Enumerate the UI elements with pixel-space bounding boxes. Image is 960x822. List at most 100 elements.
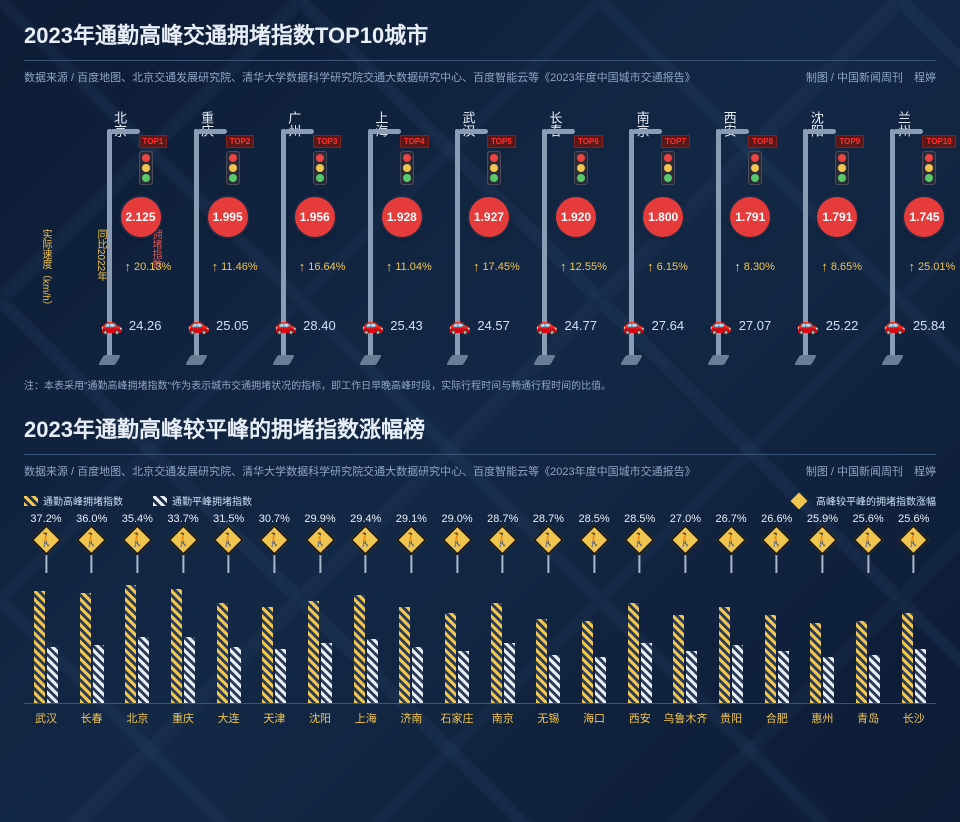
bar-peak	[856, 621, 867, 703]
bar-column: 25.9% 🚶	[800, 573, 844, 703]
bar-city-label: 合肥	[755, 710, 799, 726]
bar-peak	[262, 607, 273, 703]
bar-peak	[765, 615, 776, 703]
credit-text-2: 制图 / 中国新闻周刊 程婷	[806, 463, 936, 479]
sign-pole	[913, 555, 915, 573]
car-icon: 🚗	[536, 315, 558, 336]
bar-city-label: 无锡	[526, 710, 570, 726]
bar-city-label: 大连	[207, 710, 251, 726]
traffic-lights-icon	[313, 151, 327, 185]
pct-value: 28.7%	[487, 513, 518, 525]
up-arrow-icon: ↑	[560, 259, 567, 274]
bar-column: 29.1% 🚶	[389, 573, 433, 703]
car-icon: 🚗	[362, 315, 384, 336]
up-arrow-icon: ↑	[821, 259, 828, 274]
traffic-light-pole: TOP6 1.920 ↑12.55% 🚗 24.77	[542, 129, 547, 359]
bar-column: 37.2% 🚶	[24, 573, 68, 703]
bar-peak	[536, 619, 547, 703]
bar-offpeak	[230, 647, 241, 703]
rank-badge: TOP10	[922, 135, 955, 148]
car-icon: 🚗	[449, 315, 471, 336]
bar-offpeak	[275, 649, 286, 703]
sign-pole	[410, 555, 412, 573]
city-column: 沈阳 TOP9 1.791 ↑8.65% 🚗 25.22	[763, 129, 849, 359]
sign-pole	[136, 555, 138, 573]
city-column: 武汉 TOP5 1.927 ↑17.45% 🚗 24.57	[414, 129, 500, 359]
city-column: 西安 TOP8 1.791 ↑8.30% 🚗 27.07	[676, 129, 762, 359]
car-icon: 🚗	[188, 315, 210, 336]
up-arrow-icon: ↑	[734, 259, 741, 274]
pedestrian-sign-icon: 🚶	[578, 524, 609, 555]
pedestrian-sign-icon: 🚶	[76, 524, 107, 555]
car-icon: 🚗	[623, 315, 645, 336]
bar-column: 29.4% 🚶	[344, 573, 388, 703]
bar-city-label: 武汉	[24, 710, 68, 726]
pedestrian-sign-icon: 🚶	[807, 524, 838, 555]
pedestrian-sign-icon: 🚶	[533, 524, 564, 555]
section1-source: 数据来源 / 百度地图、北京交通发展研究院、清华大学数据科学研究院交通大数据研究…	[24, 69, 936, 85]
sign-pole	[228, 555, 230, 573]
legend-label-pct: 高峰较平峰的拥堵指数涨幅	[816, 493, 936, 508]
bar-peak	[673, 615, 684, 703]
pedestrian-sign-icon: 🚶	[122, 524, 153, 555]
city-column: 兰州 TOP10 1.745 ↑25.01% 🚗 25.84	[850, 129, 936, 359]
barchart: 37.2% 🚶 36.0% 🚶 35.4% 🚶	[24, 514, 936, 704]
bar-offpeak	[458, 651, 469, 703]
pole-base	[707, 355, 730, 365]
up-arrow-icon: ↑	[125, 259, 132, 274]
bar-city-label: 石家庄	[435, 710, 479, 726]
bar-peak	[445, 613, 456, 703]
pct-value: 28.7%	[533, 513, 564, 525]
bar-column: 29.0% 🚶	[435, 573, 479, 703]
bar-city-label: 济南	[389, 710, 433, 726]
bar-peak	[719, 607, 730, 703]
pole-base	[98, 355, 121, 365]
sign-pole	[776, 555, 778, 573]
pedestrian-sign-icon: 🚶	[761, 524, 792, 555]
up-arrow-icon: ↑	[386, 259, 393, 274]
bar-column: 26.6% 🚶	[755, 573, 799, 703]
bar-city-label: 天津	[252, 710, 296, 726]
pct-value: 29.4%	[350, 513, 381, 525]
bar-city-label: 北京	[115, 710, 159, 726]
bar-peak	[34, 591, 45, 703]
sign-pole	[273, 555, 275, 573]
bar-column: 28.7% 🚶	[526, 573, 570, 703]
pct-value: 35.4%	[122, 513, 153, 525]
bar-column: 28.5% 🚶	[618, 573, 662, 703]
pedestrian-sign-icon: 🚶	[670, 524, 701, 555]
traffic-light-pole: TOP9 1.791 ↑8.65% 🚗 25.22	[803, 129, 808, 359]
yoy-change: ↑25.01%	[908, 259, 955, 274]
bar-column: 25.6% 🚶	[846, 573, 890, 703]
bar-column: 31.5% 🚶	[207, 573, 251, 703]
traffic-light-pole: TOP8 1.791 ↑8.30% 🚗 27.07	[716, 129, 721, 359]
pedestrian-sign-icon: 🚶	[213, 524, 244, 555]
bar-offpeak	[504, 643, 515, 703]
bar-column: 26.7% 🚶	[709, 573, 753, 703]
bar-city-label: 南京	[481, 710, 525, 726]
section1-title: 2023年通勤高峰交通拥堵指数TOP10城市	[24, 18, 936, 61]
bar-offpeak	[93, 645, 104, 703]
sign-pole	[456, 555, 458, 573]
bar-city-label: 乌鲁木齐	[663, 710, 707, 726]
sign-pole	[730, 555, 732, 573]
traffic-light-pole: TOP7 1.800 ↑6.15% 🚗 27.64	[629, 129, 634, 359]
sign-pole	[639, 555, 641, 573]
pedestrian-sign-icon: 🚶	[304, 524, 335, 555]
sign-pole	[867, 555, 869, 573]
traffic-light-pole: TOP5 1.927 ↑17.45% 🚗 24.57	[455, 129, 460, 359]
bar-column: 25.6% 🚶	[892, 573, 936, 703]
bar-city-label: 长春	[70, 710, 114, 726]
pole-base	[533, 355, 556, 365]
sign-pole	[365, 555, 367, 573]
bar-city-label: 贵阳	[709, 710, 753, 726]
bar-city-label: 沈阳	[298, 710, 342, 726]
car-icon: 🚗	[797, 315, 819, 336]
sign-pole	[182, 555, 184, 573]
pct-value: 25.6%	[898, 513, 929, 525]
sign-pole	[319, 555, 321, 573]
bar-city-label: 惠州	[800, 710, 844, 726]
bar-peak	[902, 613, 913, 703]
bar-peak	[80, 593, 91, 703]
bar-peak	[491, 603, 502, 703]
